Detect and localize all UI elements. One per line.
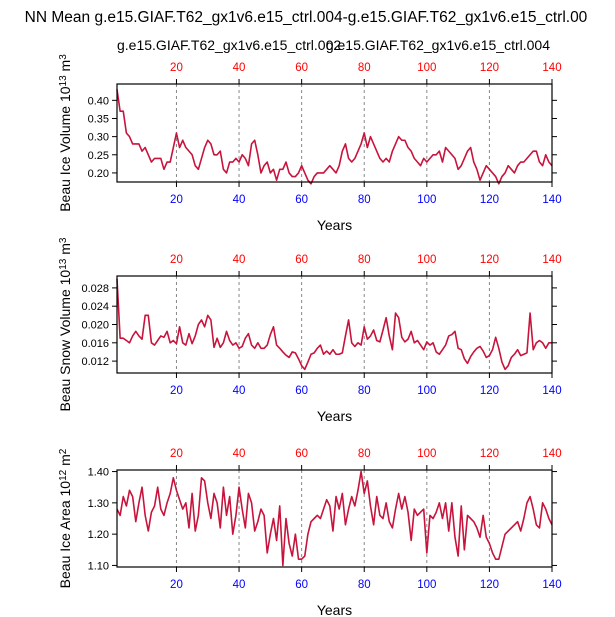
x-tick-label-top: 60 <box>295 254 308 266</box>
series-line <box>116 470 553 567</box>
y-tick-label: 0.40 <box>88 95 109 107</box>
x-tick-label-bottom: 100 <box>417 385 436 397</box>
x-tick-label-top: 100 <box>417 62 436 74</box>
y-axis-title-ylabel: Beau Ice Area 10 <box>57 481 73 589</box>
y-axis-title-ylabel-exp: 12 <box>58 469 69 481</box>
y-tick-label: 0.30 <box>88 132 109 144</box>
x-tick-label-bottom: 120 <box>480 385 499 397</box>
series-line <box>116 278 552 371</box>
y-axis-title: Beau Ice Volume 1013 m3 <box>57 54 73 212</box>
x-tick-label-top: 120 <box>480 62 499 74</box>
x-tick-label-top: 20 <box>170 62 183 74</box>
x-tick-label-bottom: 60 <box>295 385 308 397</box>
x-tick-label-bottom: 20 <box>170 579 183 591</box>
x-tick-label-top: 20 <box>170 448 183 460</box>
x-tick-label-bottom: 40 <box>233 385 246 397</box>
legend-case-b: g.e15.GIAF.T62_gx1v6.e15_ctrl.004 <box>326 37 550 53</box>
y-tick-label: 0.20 <box>88 168 109 180</box>
x-tick-label-top: 140 <box>542 62 561 74</box>
y-axis-title-ylabel-exp: 13 <box>58 75 69 87</box>
x-tick-label-bottom: 80 <box>358 579 371 591</box>
plot-frame <box>116 469 553 568</box>
y-axis-title-ylabel-unit-exp: 3 <box>58 54 69 60</box>
y-axis-title: Beau Snow Volume 1013 m3 <box>57 237 73 411</box>
x-tick-label-bottom: 140 <box>542 579 561 591</box>
panel-ice-area: 1.10 1.20 1.30 1.40 20 20 40 40 60 60 80 80 100 100 12… <box>57 448 562 617</box>
x-tick-label-bottom: 120 <box>480 579 499 591</box>
x-tick-label-top: 80 <box>358 62 371 74</box>
x-tick-label-top: 100 <box>417 254 436 266</box>
x-tick-label-bottom: 60 <box>295 194 308 206</box>
y-axis-title-ylabel: Beau Ice Volume 10 <box>57 86 73 212</box>
y-tick-label: 1.10 <box>88 560 109 572</box>
y-axis-title-ylabel-unit: m <box>57 454 73 470</box>
y-tick-label: 1.40 <box>88 467 109 479</box>
x-tick-label-bottom: 120 <box>480 194 499 206</box>
x-tick-label-top: 20 <box>170 254 183 266</box>
y-tick-label: 1.20 <box>88 529 109 541</box>
x-tick-label-top: 60 <box>295 62 308 74</box>
x-axis-title: Years <box>317 217 352 233</box>
panel-ice-volume: 0.20 0.25 0.30 0.35 0.40 20 20 40 40 60 60 80 80 100 1… <box>57 54 562 233</box>
x-tick-label-top: 40 <box>233 62 246 74</box>
x-tick-label-bottom: 40 <box>233 579 246 591</box>
plot-frame <box>116 275 553 374</box>
x-axis-title: Years <box>317 602 352 617</box>
x-tick-label-bottom: 80 <box>358 385 371 397</box>
y-axis-title-ylabel-unit: m <box>57 60 73 76</box>
y-tick-label: 0.024 <box>81 301 109 313</box>
y-tick-label: 0.028 <box>81 283 109 295</box>
panel-snow-volume: 0.012 0.016 0.020 0.024 0.028 20 20 40 40 60 60 80 8… <box>57 237 562 424</box>
series-line <box>116 89 553 185</box>
y-tick-label: 0.016 <box>81 338 109 350</box>
x-tick-label-top: 120 <box>480 448 499 460</box>
x-tick-label-bottom: 20 <box>170 385 183 397</box>
y-axis-title-ylabel-exp: 13 <box>58 258 69 270</box>
x-tick-label-bottom: 40 <box>233 194 246 206</box>
y-tick-label: 0.35 <box>88 113 109 125</box>
x-tick-label-top: 140 <box>542 448 561 460</box>
x-tick-label-bottom: 60 <box>295 579 308 591</box>
y-tick-label: 0.020 <box>81 320 109 332</box>
x-axis-title: Years <box>317 408 352 424</box>
x-tick-label-bottom: 80 <box>358 194 371 206</box>
y-axis-title-ylabel-unit-exp: 2 <box>58 448 69 454</box>
x-tick-label-top: 140 <box>542 254 561 266</box>
x-tick-label-top: 40 <box>233 448 246 460</box>
y-tick-label: 1.30 <box>88 498 109 510</box>
x-tick-label-top: 80 <box>358 448 371 460</box>
y-axis-title: Beau Ice Area 1012 m2 <box>57 448 73 588</box>
x-tick-label-top: 40 <box>233 254 246 266</box>
x-tick-label-bottom: 100 <box>417 579 436 591</box>
y-axis-title-ylabel-unit: m <box>57 243 73 259</box>
y-axis-title-ylabel: Beau Snow Volume 10 <box>57 270 73 412</box>
x-tick-label-bottom: 140 <box>542 385 561 397</box>
legend-case-a: g.e15.GIAF.T62_gx1v6.e15_ctrl.002 <box>117 37 341 53</box>
x-tick-label-bottom: 140 <box>542 194 561 206</box>
y-axis-title-ylabel-unit-exp: 3 <box>58 237 69 243</box>
x-tick-label-top: 80 <box>358 254 371 266</box>
x-tick-label-bottom: 20 <box>170 194 183 206</box>
x-tick-label-top: 60 <box>295 448 308 460</box>
x-tick-label-top: 120 <box>480 254 499 266</box>
y-tick-label: 0.012 <box>81 356 109 368</box>
figure-title: NN Mean g.e15.GIAF.T62_gx1v6.e15_ctrl.00… <box>25 9 588 26</box>
x-tick-label-bottom: 100 <box>417 194 436 206</box>
x-tick-label-top: 100 <box>417 448 436 460</box>
plot-frame <box>116 83 553 183</box>
y-tick-label: 0.25 <box>88 150 109 162</box>
